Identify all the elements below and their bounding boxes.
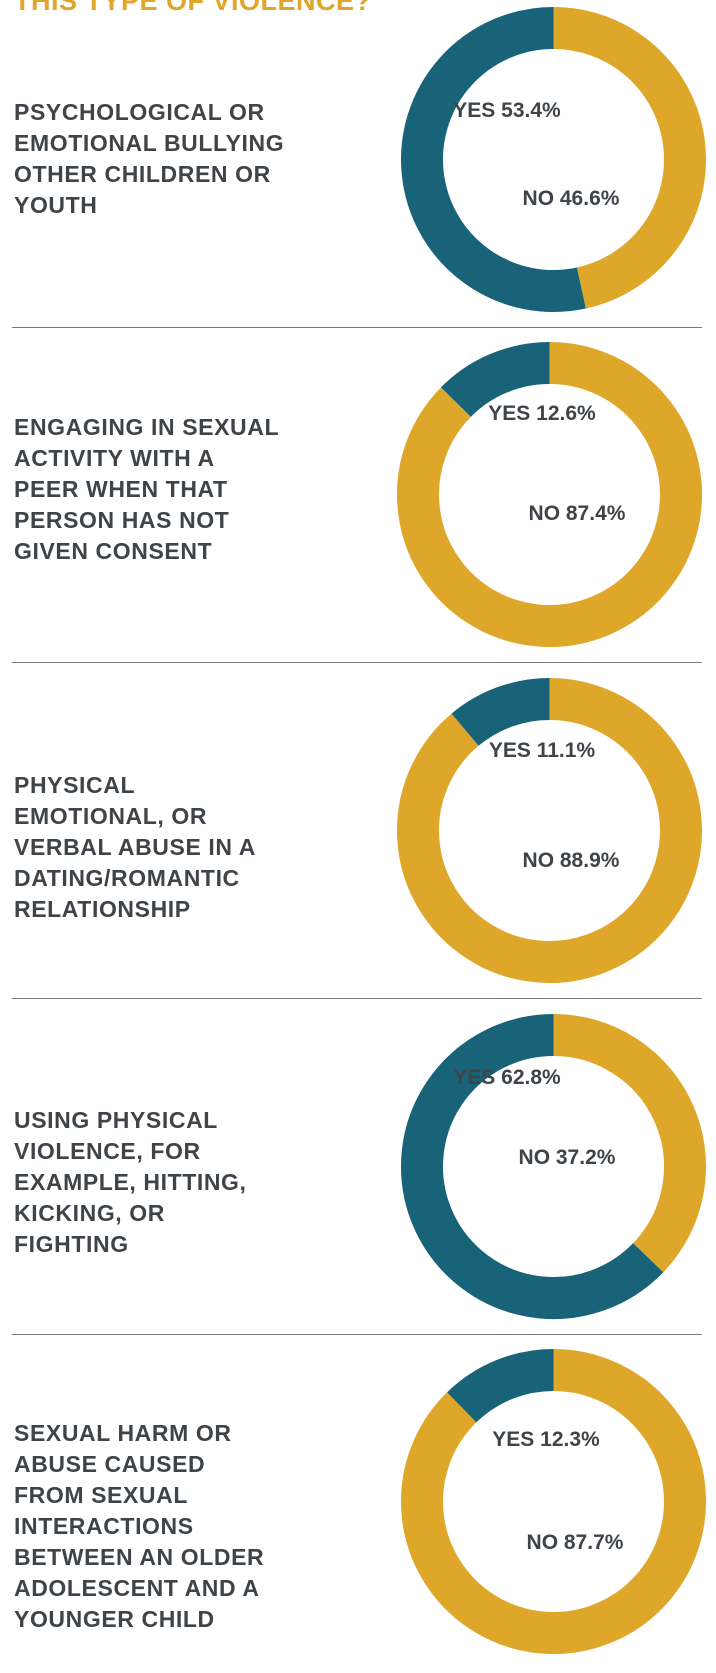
no-label: NO 87.7% [527,1531,624,1554]
yes-label: YES 12.6% [488,402,596,425]
slice-yes [401,7,586,312]
donut-chart: YES 62.8% NO 37.2% [401,1014,706,1319]
slice-no [397,342,702,647]
chart-label: ENGAGING IN SEXUAL ACTIVITY WITH A PEER … [14,414,280,564]
yes-label: YES 62.8% [453,1066,561,1089]
chart-section-1: PSYCHOLOGICAL OR EMOTIONAL BULLYING OTHE… [0,0,716,333]
slice-no [397,678,702,983]
slice-no [553,7,706,309]
chart-label: PSYCHOLOGICAL OR EMOTIONAL BULLYING OTHE… [14,99,285,218]
page-header: THIS TYPE OF VIOLENCE? [14,0,372,16]
slice-no [401,1349,706,1654]
divider [12,1334,702,1335]
no-label: NO 88.9% [523,849,620,872]
chart-section-2: ENGAGING IN SEXUAL ACTIVITY WITH A PEER … [0,333,716,666]
slice-yes [447,1349,555,1423]
divider [12,662,702,663]
yes-label: YES 11.1% [489,739,596,762]
chart-section-5: SEXUAL HARM OR ABUSE CAUSED FROM SEXUAL … [0,1340,716,1673]
donut-chart: YES 12.6% NO 87.4% [397,342,702,647]
slice-yes [451,678,551,747]
divider [12,327,702,328]
slice-yes [401,1014,664,1319]
donut-chart: YES 11.1% NO 88.9% [397,678,702,983]
chart-label: SEXUAL HARM OR ABUSE CAUSED FROM SEXUAL … [14,1420,265,1632]
no-label: NO 46.6% [523,187,620,210]
chart-section-3: PHYSICAL EMOTIONAL, OR VERBAL ABUSE IN A… [0,668,716,1001]
yes-label: YES 12.3% [492,1428,600,1451]
donut-chart: YES 12.3% NO 87.7% [401,1349,706,1654]
no-label: NO 37.2% [519,1146,616,1169]
no-label: NO 87.4% [529,502,626,525]
donut-chart: YES 53.4% NO 46.6% [401,7,706,312]
slice-yes [440,342,551,418]
chart-label: USING PHYSICAL VIOLENCE, FOR EXAMPLE, HI… [14,1107,247,1257]
slice-no [553,1014,706,1273]
chart-section-4: USING PHYSICAL VIOLENCE, FOR EXAMPLE, HI… [0,1004,716,1337]
chart-label: PHYSICAL EMOTIONAL, OR VERBAL ABUSE IN A… [14,772,256,922]
yes-label: YES 53.4% [453,99,561,122]
divider [12,998,702,999]
